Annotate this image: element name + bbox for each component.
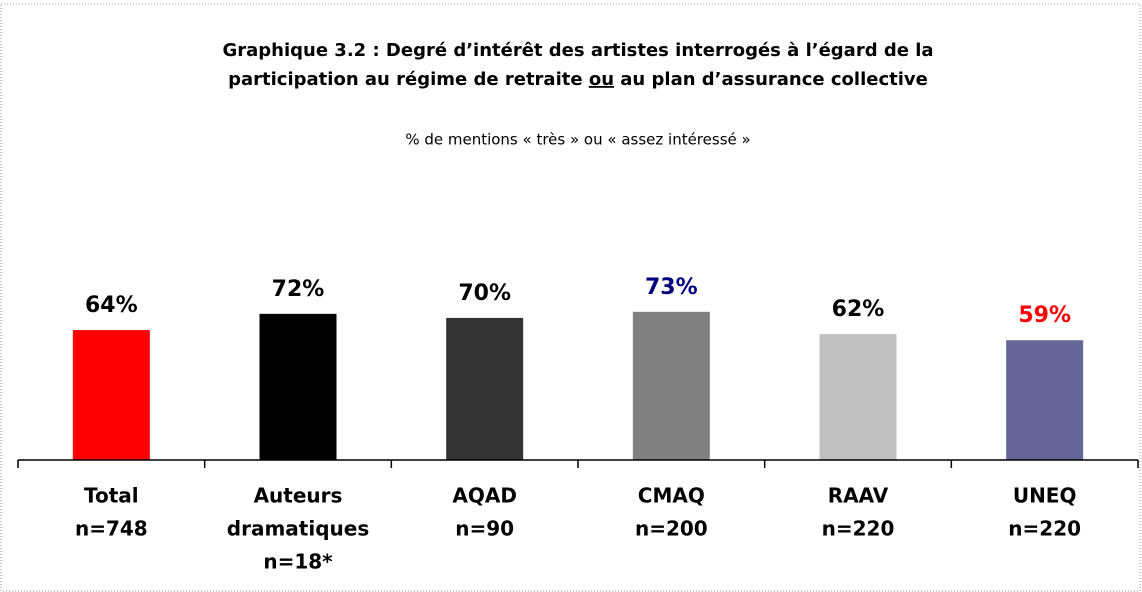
x-tick-label: RAAV	[828, 484, 889, 508]
x-tick-label: n=18*	[263, 550, 333, 574]
x-tick-label: n=220	[1008, 517, 1081, 541]
value-label: 59%	[1018, 303, 1071, 328]
bar	[632, 311, 710, 460]
value-label: 72%	[272, 277, 325, 302]
x-tick-label: n=200	[635, 517, 708, 541]
value-label: 62%	[832, 297, 885, 322]
chart-subtitle: % de mentions « très » ou « assez intére…	[405, 131, 750, 149]
title-part: ou	[589, 69, 614, 90]
x-tick-label: n=220	[822, 517, 895, 541]
value-label: 70%	[458, 281, 511, 306]
x-tick-label: AQAD	[452, 484, 517, 508]
bar	[1006, 340, 1084, 460]
value-label: 64%	[85, 293, 138, 318]
chart-title: participation au régime de retraite ou a…	[228, 69, 928, 90]
x-tick-label: dramatiques	[227, 517, 369, 541]
value-label: 73%	[645, 275, 698, 300]
x-tick-label: Auteurs	[254, 484, 343, 508]
title-part: au plan d’assurance collective	[614, 69, 928, 90]
x-tick-label: Total	[84, 484, 139, 508]
title-part: participation au régime de retraite	[228, 69, 589, 90]
x-tick-label: UNEQ	[1013, 484, 1077, 508]
frame	[0, 3, 1141, 592]
x-tick-label: CMAQ	[638, 484, 705, 508]
bar	[819, 334, 897, 460]
x-tick-label: n=90	[455, 517, 514, 541]
bar	[72, 330, 150, 460]
bar	[259, 313, 337, 460]
bar	[446, 317, 524, 460]
x-tick-label: n=748	[75, 517, 148, 541]
chart-title: Graphique 3.2 : Degré d’intérêt des arti…	[222, 40, 933, 61]
